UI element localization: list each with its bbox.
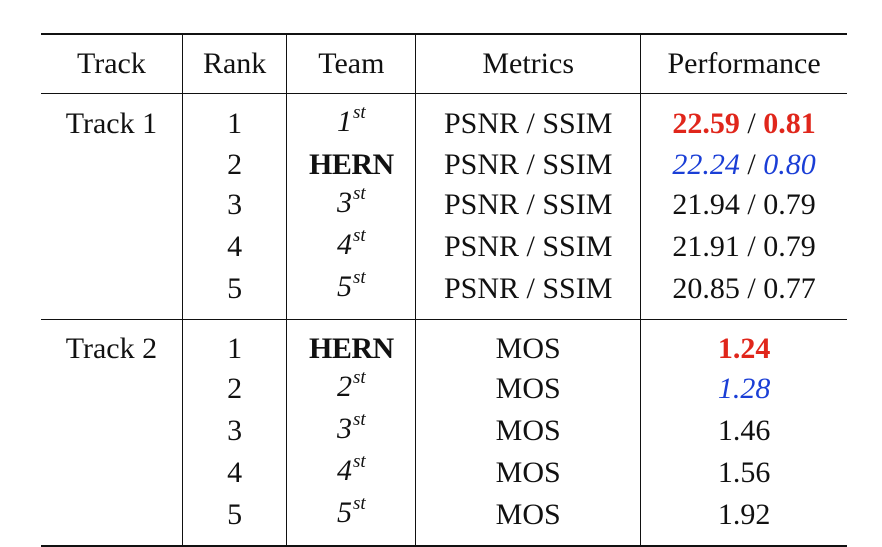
- metrics-cell: MOS: [415, 368, 642, 410]
- table-row: 5 5st PSNR / SSIM 20.85 / 0.77: [41, 267, 847, 310]
- performance-separator: /: [739, 147, 764, 181]
- team-cell: HERN: [286, 145, 417, 184]
- section-divider: [41, 310, 847, 320]
- team-cell: 5st: [286, 493, 417, 536]
- bottom-rule: [41, 536, 847, 547]
- table-row: Track 2 1 HERN MOS 1.24: [41, 329, 847, 368]
- metrics-cell: PSNR / SSIM: [415, 268, 642, 310]
- header-team: Team: [286, 33, 417, 94]
- table-row: 5 5st MOS 1.92: [41, 493, 847, 536]
- header-row: Track Rank Team Metrics Performance: [41, 33, 847, 94]
- rank-cell: 5: [182, 268, 288, 310]
- rank-cell: 1: [182, 103, 288, 145]
- team-cell: 1st: [286, 102, 417, 145]
- team-suffix: st: [353, 267, 366, 288]
- team-number: 3: [337, 412, 352, 445]
- team-number: 5: [337, 270, 352, 303]
- rank-cell: 2: [182, 368, 288, 410]
- team-suffix: st: [353, 225, 366, 246]
- rank-cell: 4: [182, 452, 288, 494]
- performance-cell: 22.59 / 0.81: [641, 103, 847, 145]
- performance-psnr: 22.59: [672, 107, 740, 140]
- table-row: 4 4st PSNR / SSIM 21.91 / 0.79: [41, 225, 847, 268]
- team-suffix: st: [353, 367, 366, 388]
- header-performance: Performance: [640, 33, 847, 94]
- performance-ssim: 0.81: [763, 107, 816, 140]
- results-table: Track Rank Team Metrics Performance Trac…: [41, 33, 847, 547]
- performance-cell: 21.91 / 0.79: [672, 230, 816, 263]
- track-label: Track 1: [41, 103, 183, 145]
- performance-cell: 22.24 / 0.80: [641, 145, 847, 184]
- metrics-cell: PSNR / SSIM: [415, 103, 642, 145]
- team-number: 5: [337, 496, 352, 529]
- team-cell: 4st: [286, 225, 417, 268]
- metrics-cell: PSNR / SSIM: [415, 145, 642, 184]
- header-rank: Rank: [182, 33, 288, 94]
- performance-psnr: 22.24: [672, 147, 740, 181]
- metrics-cell: MOS: [415, 410, 642, 452]
- team-suffix: st: [353, 183, 366, 204]
- metrics-cell: MOS: [415, 494, 642, 536]
- team-number: 3: [337, 186, 352, 219]
- metrics-cell: MOS: [415, 329, 642, 368]
- header-track: Track: [41, 33, 183, 94]
- performance-cell: 1.24: [641, 329, 847, 368]
- rank-cell: 3: [182, 410, 288, 452]
- team-name: HERN: [309, 147, 394, 181]
- performance-cell: 21.94 / 0.79: [672, 188, 816, 221]
- table-row: Track 1 1 1st PSNR / SSIM 22.59 / 0.81: [41, 102, 847, 145]
- rank-cell: 5: [182, 494, 288, 536]
- rank-cell: 4: [182, 226, 288, 268]
- performance-cell: 1.92: [717, 498, 771, 531]
- performance-separator: /: [739, 107, 764, 140]
- track-label: Track 2: [41, 329, 183, 368]
- team-suffix: st: [353, 102, 366, 123]
- metrics-cell: PSNR / SSIM: [415, 226, 642, 268]
- table-row: 2 HERN PSNR / SSIM 22.24 / 0.80: [41, 145, 847, 184]
- team-number: 2: [337, 370, 352, 403]
- rank-cell: 1: [182, 329, 288, 368]
- header-metrics: Metrics: [415, 33, 642, 94]
- performance-cell: 1.28: [641, 368, 847, 410]
- team-number: 4: [337, 454, 352, 487]
- team-cell: 3st: [286, 183, 417, 226]
- table-row: 2 2st MOS 1.28: [41, 367, 847, 410]
- table-row: 3 3st PSNR / SSIM 21.94 / 0.79: [41, 183, 847, 226]
- team-cell: 5st: [286, 267, 417, 310]
- team-cell: 2st: [286, 367, 417, 410]
- team-suffix: st: [353, 451, 366, 472]
- metrics-cell: MOS: [415, 452, 642, 494]
- team-suffix: st: [353, 493, 366, 514]
- team-cell: 4st: [286, 451, 417, 494]
- team-cell: 3st: [286, 409, 417, 452]
- performance-cell: 1.46: [717, 414, 771, 447]
- team-name: HERN: [309, 331, 394, 365]
- team-cell: HERN: [286, 329, 417, 368]
- performance-cell: 20.85 / 0.77: [672, 272, 816, 305]
- spacer-row: [41, 319, 847, 329]
- performance-cell: 1.56: [717, 456, 771, 489]
- team-number: 4: [337, 228, 352, 261]
- table-row: 4 4st MOS 1.56: [41, 451, 847, 494]
- performance-mos: 1.24: [717, 331, 771, 365]
- rank-cell: 2: [182, 145, 288, 184]
- team-number: 1: [337, 105, 352, 138]
- performance-ssim: 0.80: [763, 147, 816, 181]
- team-suffix: st: [353, 409, 366, 430]
- metrics-cell: PSNR / SSIM: [415, 184, 642, 226]
- table-row: 3 3st MOS 1.46: [41, 409, 847, 452]
- spacer-row: [41, 93, 847, 103]
- rank-cell: 3: [182, 184, 288, 226]
- performance-mos: 1.28: [717, 372, 771, 405]
